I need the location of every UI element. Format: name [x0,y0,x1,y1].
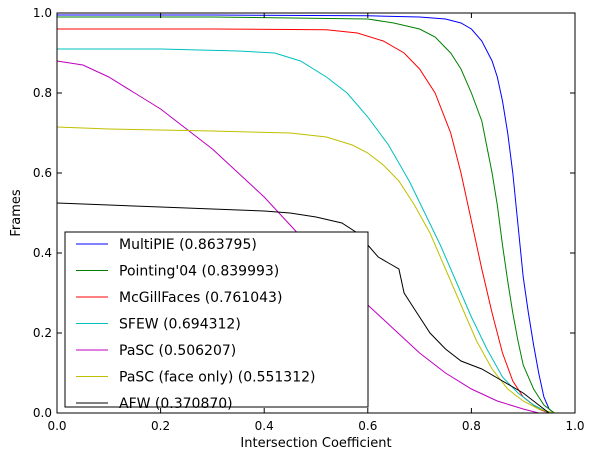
y-tick-label: 1.0 [33,6,52,20]
series-line-3 [57,48,550,414]
y-tick-label: 0.6 [33,166,52,180]
legend: MultiPIE (0.863795) Pointing'04 (0.839993… [64,231,369,412]
legend-box [64,231,369,408]
plot-frame [56,12,576,414]
legend-label: AFW (0.370870) [119,396,233,412]
legend-label: MultiPIE (0.863795) [119,237,257,253]
legend-label: McGillFaces (0.761043) [119,290,282,306]
legend-label: PaSC (face only) (0.551312) [119,370,316,386]
y-tick-label: 0.8 [33,86,52,100]
axes-layer: 0.0 0.2 0.4 0.6 0.8 1.0 0.0 0.2 0.4 0.6 0.8 1.0 [33,6,585,433]
x-tick-label: 0.2 [151,419,170,433]
x-tick-label: 0.0 [47,419,66,433]
series-line-1 [57,16,555,414]
legend-label: SFEW (0.694312) [119,317,241,333]
y-tick-label: 0.2 [33,326,52,340]
y-axis-label: Frames [9,189,24,237]
series-line-0 [57,14,555,414]
series-line-6 [56,202,550,414]
series-line-5 [56,126,555,414]
legend-label: Pointing'04 (0.839993) [119,264,279,280]
series-line-2 [57,28,550,414]
y-tick-label: 0.0 [33,406,52,420]
x-axis-label: Intersection Coefficient [240,436,391,450]
x-tick-label: 0.8 [462,419,481,433]
y-tick-label: 0.4 [33,246,52,260]
x-tick-label: 0.4 [255,419,274,433]
x-tick-label: 0.6 [358,419,377,433]
legend-label: PaSC (0.506207) [119,343,236,359]
x-tick-label: 1.0 [565,419,584,433]
